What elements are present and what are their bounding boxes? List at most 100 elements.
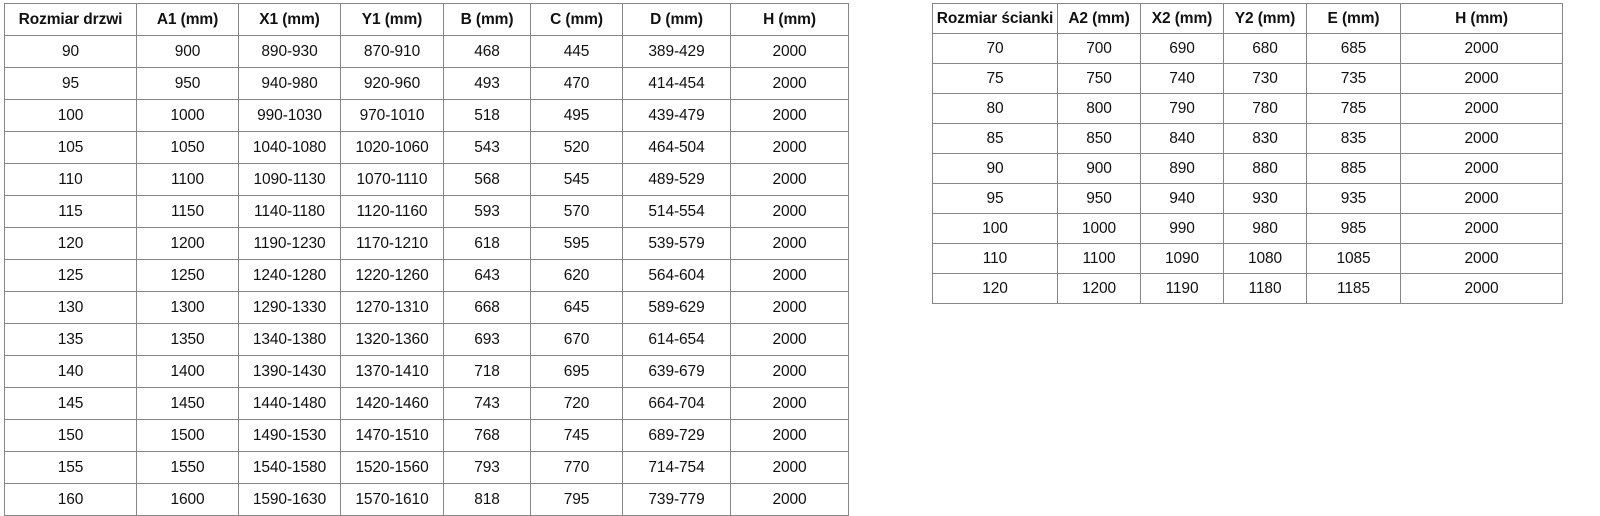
table-cell: 2000 bbox=[1400, 123, 1563, 154]
table-cell: 670 bbox=[530, 323, 623, 356]
table-cell: 900 bbox=[1057, 153, 1141, 184]
table-cell: 689-729 bbox=[622, 419, 731, 452]
table-cell: 2000 bbox=[1400, 93, 1563, 124]
table-row: 135 1350 1340-1380 1320-1360 693 670 614-654 20… bbox=[4, 323, 849, 356]
table-cell: 2000 bbox=[1400, 153, 1563, 184]
table-cell: 593 bbox=[443, 195, 531, 228]
table-cell: 1400 bbox=[136, 355, 239, 388]
table-cell: 1040-1080 bbox=[238, 131, 341, 164]
table-cell: 564-604 bbox=[622, 259, 731, 292]
wall-panel-size-table: Rozmiar ścianki A2 (mm) X2 (mm) Y2 (mm) E (m… bbox=[932, 3, 1563, 304]
table-cell: 2000 bbox=[730, 195, 849, 228]
table-cell: 2000 bbox=[730, 227, 849, 260]
table-row: 70 700 690 680 685 2000 bbox=[932, 33, 1563, 64]
table-cell: 745 bbox=[530, 419, 623, 452]
table-cell: 125 bbox=[4, 259, 137, 292]
door-table-header-row: Rozmiar drzwi A1 (mm) X1 (mm) Y1 (mm) B (mm)… bbox=[4, 3, 849, 36]
wall-column-header: A2 (mm) bbox=[1057, 3, 1141, 34]
wall-table-body: 70 700 690 680 685 2000 75 750 740 730 735 2000 80 80… bbox=[932, 33, 1563, 304]
table-cell: 1270-1310 bbox=[340, 291, 444, 324]
table-cell: 2000 bbox=[730, 387, 849, 420]
table-cell: 990-1030 bbox=[238, 99, 341, 132]
table-cell: 1570-1610 bbox=[340, 483, 444, 516]
table-cell: 714-754 bbox=[622, 451, 731, 484]
table-cell: 493 bbox=[443, 67, 531, 100]
table-cell: 770 bbox=[530, 451, 623, 484]
table-cell: 1250 bbox=[136, 259, 239, 292]
table-cell: 920-960 bbox=[340, 67, 444, 100]
table-row: 125 1250 1240-1280 1220-1260 643 620 564-604 20… bbox=[4, 259, 849, 292]
table-cell: 785 bbox=[1306, 93, 1401, 124]
table-cell: 743 bbox=[443, 387, 531, 420]
table-cell: 930 bbox=[1223, 183, 1307, 214]
table-cell: 2000 bbox=[730, 419, 849, 452]
table-cell: 720 bbox=[530, 387, 623, 420]
wall-column-header: Y2 (mm) bbox=[1223, 3, 1307, 34]
table-cell: 2000 bbox=[1400, 33, 1563, 64]
table-cell: 1020-1060 bbox=[340, 131, 444, 164]
table-cell: 150 bbox=[4, 419, 137, 452]
table-cell: 2000 bbox=[730, 67, 849, 100]
table-cell: 1185 bbox=[1306, 273, 1401, 304]
table-cell: 70 bbox=[932, 33, 1058, 64]
wall-table-header-row: Rozmiar ścianki A2 (mm) X2 (mm) Y2 (mm) E (m… bbox=[932, 3, 1563, 34]
table-cell: 690 bbox=[1140, 33, 1224, 64]
table-cell: 795 bbox=[530, 483, 623, 516]
door-column-header: B (mm) bbox=[443, 3, 531, 36]
table-cell: 1150 bbox=[136, 195, 239, 228]
table-cell: 1200 bbox=[136, 227, 239, 260]
table-cell: 110 bbox=[932, 243, 1058, 274]
table-row: 120 1200 1190-1230 1170-1210 618 595 539-579 20… bbox=[4, 227, 849, 260]
wall-column-header: E (mm) bbox=[1306, 3, 1401, 34]
table-row: 155 1550 1540-1580 1520-1560 793 770 714-754 20… bbox=[4, 451, 849, 484]
table-cell: 414-454 bbox=[622, 67, 731, 100]
table-cell: 1080 bbox=[1223, 243, 1307, 274]
table-cell: 568 bbox=[443, 163, 531, 196]
table-cell: 90 bbox=[4, 35, 137, 68]
table-cell: 1240-1280 bbox=[238, 259, 341, 292]
wall-column-header: X2 (mm) bbox=[1140, 3, 1224, 34]
table-cell: 100 bbox=[932, 213, 1058, 244]
table-cell: 100 bbox=[4, 99, 137, 132]
table-cell: 468 bbox=[443, 35, 531, 68]
table-cell: 850 bbox=[1057, 123, 1141, 154]
table-row: 105 1050 1040-1080 1020-1060 543 520 464-504 20… bbox=[4, 131, 849, 164]
table-cell: 389-429 bbox=[622, 35, 731, 68]
table-cell: 595 bbox=[530, 227, 623, 260]
table-cell: 2000 bbox=[730, 163, 849, 196]
table-cell: 890 bbox=[1140, 153, 1224, 184]
table-row: 130 1300 1290-1330 1270-1310 668 645 589-629 20… bbox=[4, 291, 849, 324]
table-cell: 750 bbox=[1057, 63, 1141, 94]
table-cell: 1085 bbox=[1306, 243, 1401, 274]
table-cell: 768 bbox=[443, 419, 531, 452]
table-cell: 950 bbox=[136, 67, 239, 100]
table-cell: 105 bbox=[4, 131, 137, 164]
table-cell: 735 bbox=[1306, 63, 1401, 94]
table-cell: 1420-1460 bbox=[340, 387, 444, 420]
table-cell: 1520-1560 bbox=[340, 451, 444, 484]
table-cell: 835 bbox=[1306, 123, 1401, 154]
table-cell: 95 bbox=[932, 183, 1058, 214]
door-column-header: D (mm) bbox=[622, 3, 731, 36]
table-cell: 539-579 bbox=[622, 227, 731, 260]
table-cell: 160 bbox=[4, 483, 137, 516]
table-cell: 793 bbox=[443, 451, 531, 484]
table-cell: 2000 bbox=[730, 131, 849, 164]
table-cell: 1590-1630 bbox=[238, 483, 341, 516]
table-cell: 1140-1180 bbox=[238, 195, 341, 228]
table-row: 160 1600 1590-1630 1570-1610 818 795 739-779 20… bbox=[4, 483, 849, 516]
table-cell: 780 bbox=[1223, 93, 1307, 124]
table-cell: 90 bbox=[932, 153, 1058, 184]
table-cell: 495 bbox=[530, 99, 623, 132]
door-table-head: Rozmiar drzwi A1 (mm) X1 (mm) Y1 (mm) B (mm)… bbox=[4, 3, 849, 36]
door-column-header: Y1 (mm) bbox=[340, 3, 444, 36]
table-cell: 1100 bbox=[1057, 243, 1141, 274]
table-row: 100 1000 990-1030 970-1010 518 495 439-479 2000 bbox=[4, 99, 849, 132]
table-cell: 840 bbox=[1140, 123, 1224, 154]
table-cell: 470 bbox=[530, 67, 623, 100]
table-cell: 75 bbox=[932, 63, 1058, 94]
table-cell: 818 bbox=[443, 483, 531, 516]
table-cell: 2000 bbox=[730, 259, 849, 292]
table-cell: 2000 bbox=[730, 323, 849, 356]
door-column-header: Rozmiar drzwi bbox=[4, 3, 137, 36]
